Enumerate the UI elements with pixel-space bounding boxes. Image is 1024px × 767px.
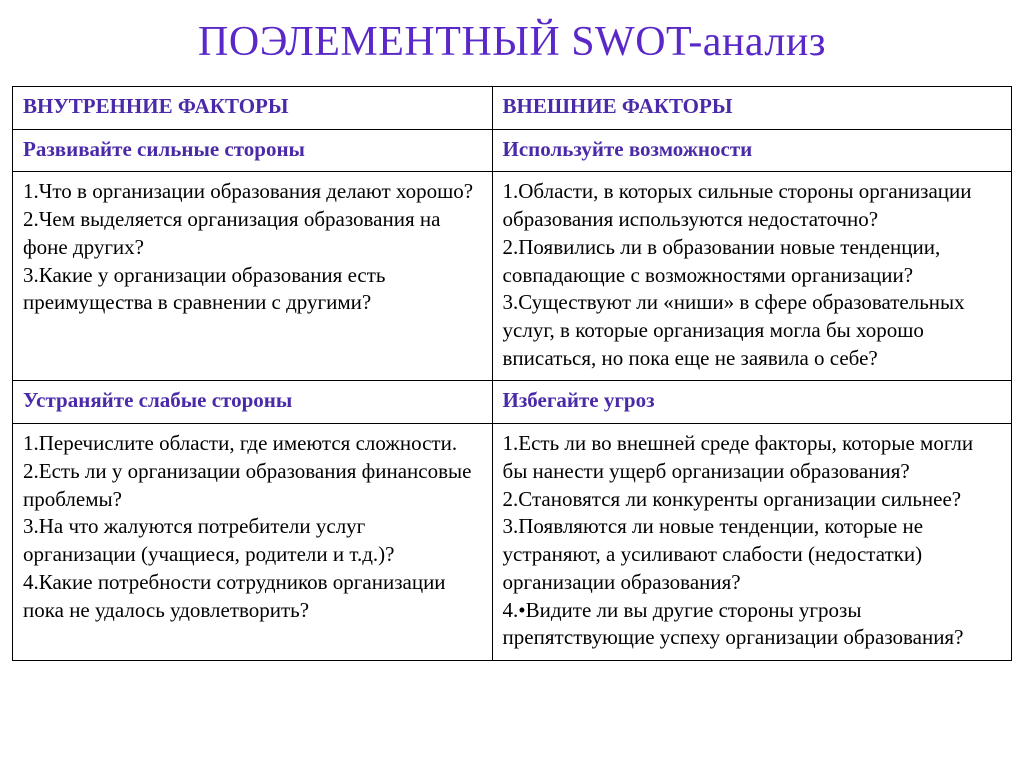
col-header-internal: ВНУТРЕННИЕ ФАКТОРЫ <box>13 87 493 130</box>
table-row: Развивайте сильные стороны Используйте в… <box>13 129 1012 172</box>
list-item: 1.Перечислите области, где имеются сложн… <box>23 430 482 458</box>
list-item: 2.Есть ли у организации образования фина… <box>23 458 482 513</box>
subheader-threats: Избегайте угроз <box>492 381 1011 424</box>
subheader-opportunities: Используйте возможности <box>492 129 1011 172</box>
list-item: 3.Какие у организации образования есть п… <box>23 262 482 317</box>
slide: ПОЭЛЕМЕНТНЫЙ SWOT-анализ ВНУТРЕННИЕ ФАКТ… <box>0 0 1024 767</box>
cell-threats: 1.Есть ли во внешней среде факторы, кото… <box>492 424 1011 661</box>
subheader-strengths: Развивайте сильные стороны <box>13 129 493 172</box>
subheader-weaknesses: Устраняйте слабые стороны <box>13 381 493 424</box>
cell-opportunities: 1.Области, в которых сильные стороны орг… <box>492 172 1011 381</box>
list-item: 3.Существуют ли «ниши» в сфере образоват… <box>503 289 1001 372</box>
table-row: 1.Что в организации образования делают х… <box>13 172 1012 381</box>
list-item: 3.Появляются ли новые тенденции, которые… <box>503 513 1001 596</box>
list-item: 3.На что жалуются потребители услуг орга… <box>23 513 482 568</box>
col-header-external: ВНЕШНИЕ ФАКТОРЫ <box>492 87 1011 130</box>
slide-title: ПОЭЛЕМЕНТНЫЙ SWOT-анализ <box>12 18 1012 66</box>
cell-strengths: 1.Что в организации образования делают х… <box>13 172 493 381</box>
list-item: 2.Становятся ли конкуренты организации с… <box>503 486 1001 514</box>
cell-weaknesses: 1.Перечислите области, где имеются сложн… <box>13 424 493 661</box>
list-item: 4.Какие потребности сотрудников организа… <box>23 569 482 624</box>
list-item: 4.•Видите ли вы другие стороны угрозы пр… <box>503 597 1001 652</box>
list-item: 2.Появились ли в образовании новые тенде… <box>503 234 1001 289</box>
list-item: 1.Области, в которых сильные стороны орг… <box>503 178 1001 233</box>
table-row: Устраняйте слабые стороны Избегайте угро… <box>13 381 1012 424</box>
list-item: 1.Есть ли во внешней среде факторы, кото… <box>503 430 1001 485</box>
table-row: ВНУТРЕННИЕ ФАКТОРЫ ВНЕШНИЕ ФАКТОРЫ <box>13 87 1012 130</box>
list-item: 1.Что в организации образования делают х… <box>23 178 482 206</box>
swot-table: ВНУТРЕННИЕ ФАКТОРЫ ВНЕШНИЕ ФАКТОРЫ Разви… <box>12 86 1012 661</box>
table-row: 1.Перечислите области, где имеются сложн… <box>13 424 1012 661</box>
list-item: 2.Чем выделяется организация образования… <box>23 206 482 261</box>
